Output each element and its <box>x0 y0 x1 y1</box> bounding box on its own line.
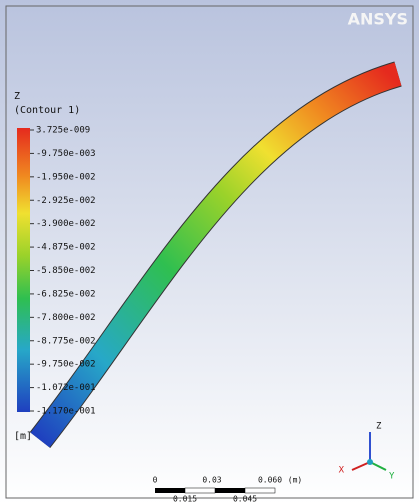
legend-label: -7.800e-002 <box>36 313 96 323</box>
legend-label: -2.925e-002 <box>36 196 96 206</box>
triad-origin <box>367 459 373 465</box>
scale-label: (m) <box>288 476 302 485</box>
triad-y-label: Y <box>389 472 395 482</box>
scale-label: 0.060 <box>258 476 282 485</box>
legend-unit: [m] <box>14 431 32 442</box>
legend-label: -1.072e-001 <box>36 383 96 393</box>
scale-segment <box>155 488 185 493</box>
scale-label: 0.045 <box>233 495 257 504</box>
legend-label: -1.950e-002 <box>36 172 96 182</box>
legend-label: -8.775e-002 <box>36 336 96 346</box>
scale-segment <box>245 488 275 493</box>
legend-label: -5.850e-002 <box>36 266 96 276</box>
scale-bar <box>155 488 275 493</box>
legend-label: -3.900e-002 <box>36 219 96 229</box>
scale-label: 0 <box>153 476 158 485</box>
legend-variable: Z <box>14 91 20 102</box>
scale-label: 0.015 <box>173 495 197 504</box>
triad-x-label: X <box>339 466 345 476</box>
scale-label: 0.03 <box>202 476 221 485</box>
legend-label: 3.725e-009 <box>36 126 90 136</box>
legend-label: -4.875e-002 <box>36 243 96 253</box>
scale-segment <box>185 488 215 493</box>
legend-label: -1.170e-001 <box>36 407 96 417</box>
scale-segment <box>215 488 245 493</box>
logo: ANSYS <box>348 10 408 29</box>
color-bar <box>17 128 30 412</box>
legend-label: -9.750e-002 <box>36 360 96 370</box>
triad-z-label: Z <box>376 422 382 432</box>
page: ANSYS Z (Contour 1) 3.725e-009 -9.750e-00… <box>0 0 419 504</box>
legend-label: -9.750e-003 <box>36 149 96 159</box>
legend-contour: (Contour 1) <box>14 105 80 116</box>
legend-label: -6.825e-002 <box>36 289 96 299</box>
viewport: ANSYS Z (Contour 1) 3.725e-009 -9.750e-00… <box>0 0 419 504</box>
